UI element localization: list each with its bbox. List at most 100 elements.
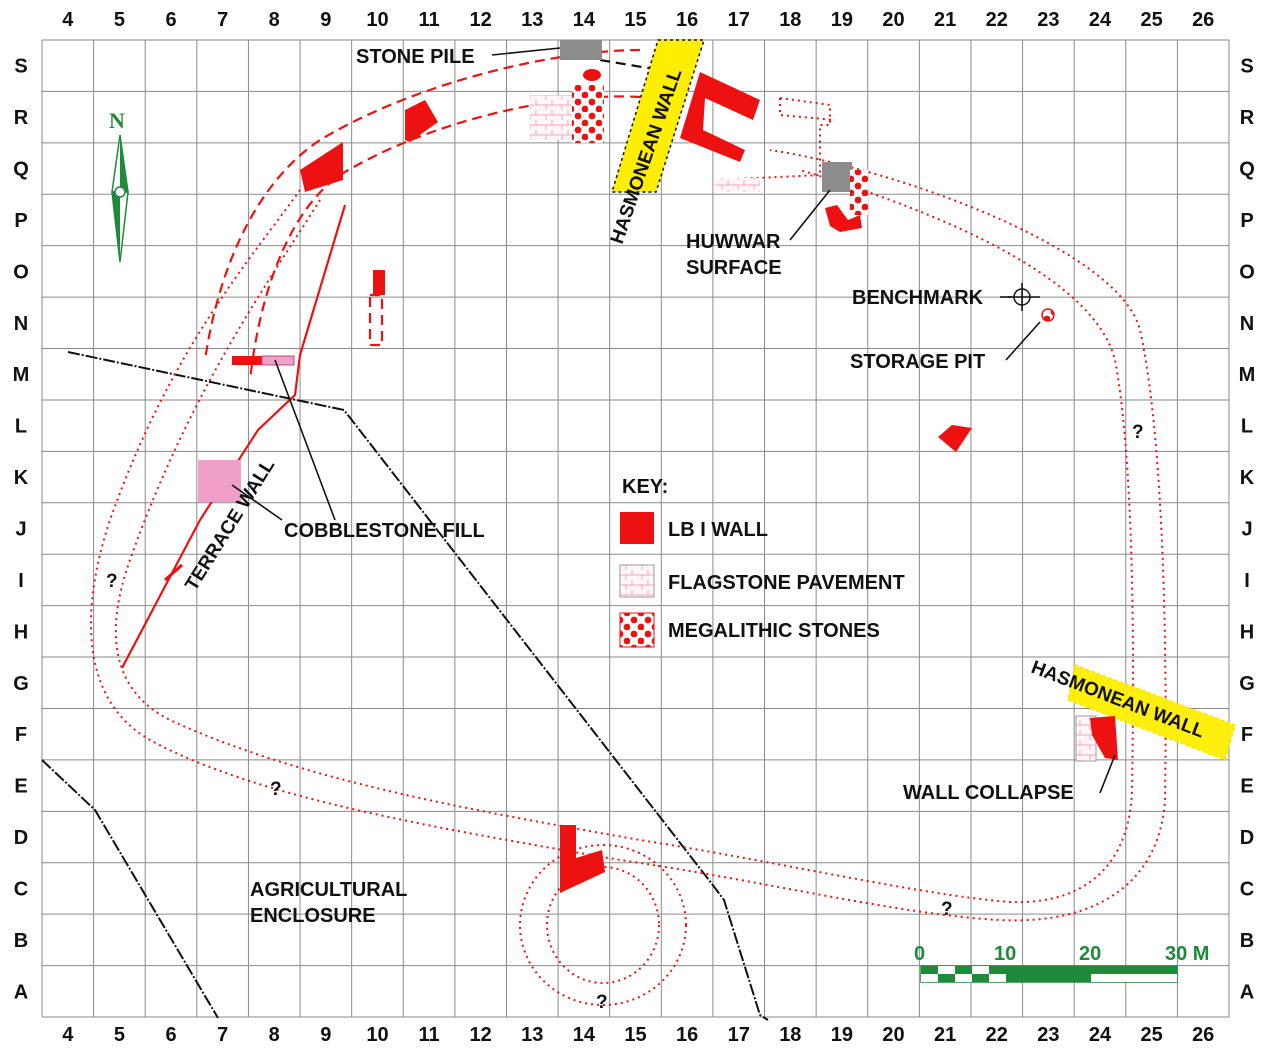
- huwwar-stone: [822, 162, 852, 192]
- row-label-left-P: P: [14, 210, 27, 232]
- column-label-top-14: 14: [573, 9, 596, 31]
- uncertain-mark-i5: ?: [106, 571, 118, 592]
- column-label-top-9: 9: [320, 9, 331, 31]
- row-label-right-P: P: [1240, 210, 1253, 232]
- scale-seg: [972, 974, 989, 982]
- row-label-right-H: H: [1240, 621, 1254, 643]
- column-label-top-23: 23: [1037, 9, 1059, 31]
- row-label-right-Q: Q: [1239, 159, 1255, 181]
- lb-wall-p19: [825, 205, 862, 232]
- row-label-left-G: G: [13, 673, 29, 695]
- column-label-bottom-11: 11: [418, 1024, 439, 1046]
- dashed-wall-segment: [368, 293, 384, 347]
- huwwar-label-line1: HUWWAR: [686, 231, 781, 253]
- column-label-top-8: 8: [269, 9, 280, 31]
- cobblestone-fill-label: COBBLESTONE FILL: [284, 520, 485, 542]
- storage-pit-label: STORAGE PIT: [850, 351, 985, 373]
- hasmonean-wall-top-outline: [610, 39, 706, 193]
- column-label-bottom-18: 18: [779, 1024, 801, 1046]
- key-title: KEY:: [622, 476, 668, 498]
- row-label-left-F: F: [15, 724, 27, 746]
- scale-seg: [1006, 974, 1091, 982]
- column-label-bottom-6: 6: [165, 1024, 176, 1046]
- row-label-right-A: A: [1240, 981, 1254, 1003]
- column-label-top-6: 6: [165, 9, 176, 31]
- row-label-right-C: C: [1240, 878, 1254, 900]
- inner-dotted-enclosure: [114, 169, 1135, 904]
- stone-pile-label: STONE PILE: [356, 46, 475, 68]
- map-key: KEY: LB I WALL FLAGSTONE PAVEMENT MEGALI…: [619, 476, 905, 648]
- row-label-left-O: O: [13, 261, 29, 283]
- north-arrow: N: [109, 108, 129, 263]
- north-label: N: [109, 108, 125, 133]
- row-label-left-Q: Q: [13, 159, 29, 181]
- key-label-flagstone: FLAGSTONE PAVEMENT: [668, 572, 905, 594]
- row-label-right-E: E: [1240, 776, 1253, 798]
- row-label-left-D: D: [14, 827, 28, 849]
- column-label-top-24: 24: [1089, 9, 1112, 31]
- terrace-wall-short: [164, 563, 183, 582]
- column-label-bottom-20: 20: [882, 1024, 904, 1046]
- leader-cobble-2: [231, 484, 283, 521]
- column-label-bottom-22: 22: [986, 1024, 1008, 1046]
- circle-feature-inner: [546, 866, 660, 984]
- lb-wall-r11: [405, 100, 438, 142]
- column-label-top-18: 18: [779, 9, 801, 31]
- terrace-wall-line: [121, 204, 347, 669]
- road-lines: [41, 351, 769, 1021]
- row-label-right-G: G: [1239, 673, 1255, 695]
- scale-tick-0: 0: [914, 943, 925, 965]
- lb-wall-f24: [1090, 716, 1118, 760]
- row-label-right-D: D: [1240, 827, 1254, 849]
- leader-huwwar: [789, 189, 831, 241]
- column-label-top-26: 26: [1192, 9, 1214, 31]
- column-label-top-22: 22: [986, 9, 1008, 31]
- column-label-bottom-7: 7: [217, 1024, 228, 1046]
- column-label-bottom-19: 19: [831, 1024, 853, 1046]
- row-label-right-B: B: [1240, 930, 1254, 952]
- column-label-bottom-16: 16: [676, 1024, 698, 1046]
- lb-wall-l21: [938, 425, 972, 452]
- hasmonean-wall-right-label: HASMONEAN WALL: [1028, 657, 1207, 743]
- scale-tick-10: 10: [994, 943, 1016, 965]
- cobblestone-fill-k7: [198, 460, 241, 502]
- agricultural-enclosure-line1: AGRICULTURAL: [250, 879, 407, 901]
- column-label-top-11: 11: [418, 9, 439, 31]
- benchmark-symbol: [1008, 283, 1040, 311]
- column-label-bottom-14: 14: [573, 1024, 596, 1046]
- megalithic-stone-small: [583, 69, 601, 81]
- scale-bar: 0 10 20 30 M: [914, 943, 1209, 983]
- row-label-right-R: R: [1240, 107, 1255, 129]
- lb-wall-r16: [680, 72, 760, 162]
- key-swatch-flagstone: [619, 564, 655, 598]
- huwwar-dotted-outline: [714, 97, 836, 181]
- row-label-left-E: E: [14, 776, 27, 798]
- lb-wall-m7: [232, 356, 262, 365]
- lb-walls: [232, 72, 1118, 893]
- scale-tick-30: 30 M: [1165, 943, 1209, 965]
- row-label-left-I: I: [18, 570, 24, 592]
- row-label-right-O: O: [1239, 261, 1255, 283]
- map-grid: [41, 39, 1230, 1018]
- benchmark-label: BENCHMARK: [852, 287, 984, 309]
- leader-wall-collapse: [1099, 754, 1116, 794]
- scale-seg: [921, 974, 938, 982]
- lb-wall-o10: [373, 270, 385, 295]
- column-label-top-17: 17: [728, 9, 750, 31]
- grid-coordinate-labels: 4 4 5 5 6 6 7 7 8 8 9 9 10 10 11 11 12 12 13 13 14 14 15 15 16 16…: [13, 9, 1256, 1046]
- row-label-right-I: I: [1244, 570, 1250, 592]
- lb-wall-q9: [300, 142, 343, 192]
- flagstone-pavement-top: [530, 95, 572, 140]
- row-label-left-R: R: [14, 107, 29, 129]
- column-label-top-13: 13: [521, 9, 543, 31]
- row-label-left-K: K: [14, 467, 29, 489]
- row-label-right-F: F: [1241, 724, 1253, 746]
- north-arrow-tail-fill: [112, 192, 120, 262]
- scale-seg: [1091, 974, 1177, 982]
- storage-pit: [1041, 308, 1055, 322]
- key-swatch-megalithic: [619, 612, 655, 648]
- column-label-top-4: 4: [62, 9, 74, 31]
- scale-seg: [989, 974, 1006, 982]
- key-label-megalithic: MEGALITHIC STONES: [668, 620, 880, 642]
